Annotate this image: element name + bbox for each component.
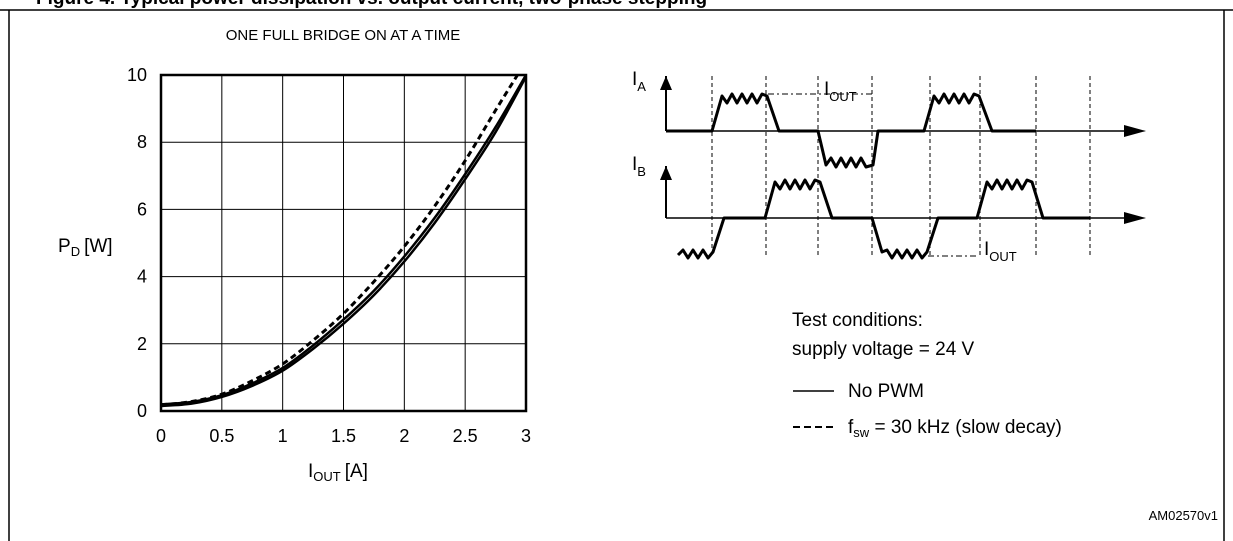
power-dissipation-chart: ONE FULL BRIDGE ON AT A TIME 0 0.5 1 1.5 2 2.… (58, 27, 531, 484)
x-tick-label: 2.5 (453, 426, 478, 446)
ia-label: IA (632, 69, 646, 94)
chart-grid (161, 75, 526, 411)
legend: Test conditions: supply voltage = 24 V N… (792, 310, 1062, 440)
y-tick-label: 0 (137, 401, 147, 421)
figure-code: AM02570v1 (1149, 508, 1218, 523)
x-tick-label: 1 (278, 426, 288, 446)
y-tick-label: 4 (137, 267, 147, 287)
y-tick-label: 8 (137, 132, 147, 152)
chart-curves (160, 74, 528, 408)
ib-label: IB (632, 154, 646, 179)
ia-axis-arrowhead (660, 76, 672, 90)
supply-voltage-label: supply voltage = 24 V (792, 339, 975, 360)
series-line-1 (160, 76, 528, 408)
ib-waveform (676, 178, 1090, 260)
ib-axis-arrowhead (660, 166, 672, 180)
series-line-3 (160, 74, 519, 407)
y-tick-label: 6 (137, 199, 147, 219)
test-conditions-label: Test conditions: (792, 310, 923, 331)
ia-waveform (666, 92, 1036, 169)
x-tick-label: 3 (521, 426, 531, 446)
y-tick-label: 2 (137, 334, 147, 354)
x-tick-labels: 0 0.5 1 1.5 2 2.5 3 (156, 426, 531, 446)
x-tick-label: 0.5 (209, 426, 234, 446)
ia-time-arrowhead (1124, 125, 1146, 137)
iout-label-top: IOUT (824, 79, 857, 104)
legend-fsw: fsw = 30 kHz (slow decay) (848, 417, 1062, 440)
x-axis-label: IOUT [A] (308, 461, 368, 484)
iout-label-bottom: IOUT (984, 239, 1017, 264)
timing-guides (711, 76, 1091, 257)
y-tick-labels: 0 2 4 6 8 10 (127, 65, 147, 421)
current-waveform-diagram (660, 76, 1146, 260)
y-tick-label: 10 (127, 65, 147, 85)
plot-border (159, 73, 528, 413)
y-axis-label: PD [W] (58, 236, 113, 259)
figure-heading: Figure 4. Typical power dissipation vs. … (36, 0, 707, 9)
chart-title: ONE FULL BRIDGE ON AT A TIME (226, 27, 461, 44)
ib-time-arrowhead (1124, 212, 1146, 224)
x-tick-label: 2 (399, 426, 409, 446)
legend-no-pwm: No PWM (848, 381, 924, 402)
x-tick-label: 1.5 (331, 426, 356, 446)
x-tick-label: 0 (156, 426, 166, 446)
